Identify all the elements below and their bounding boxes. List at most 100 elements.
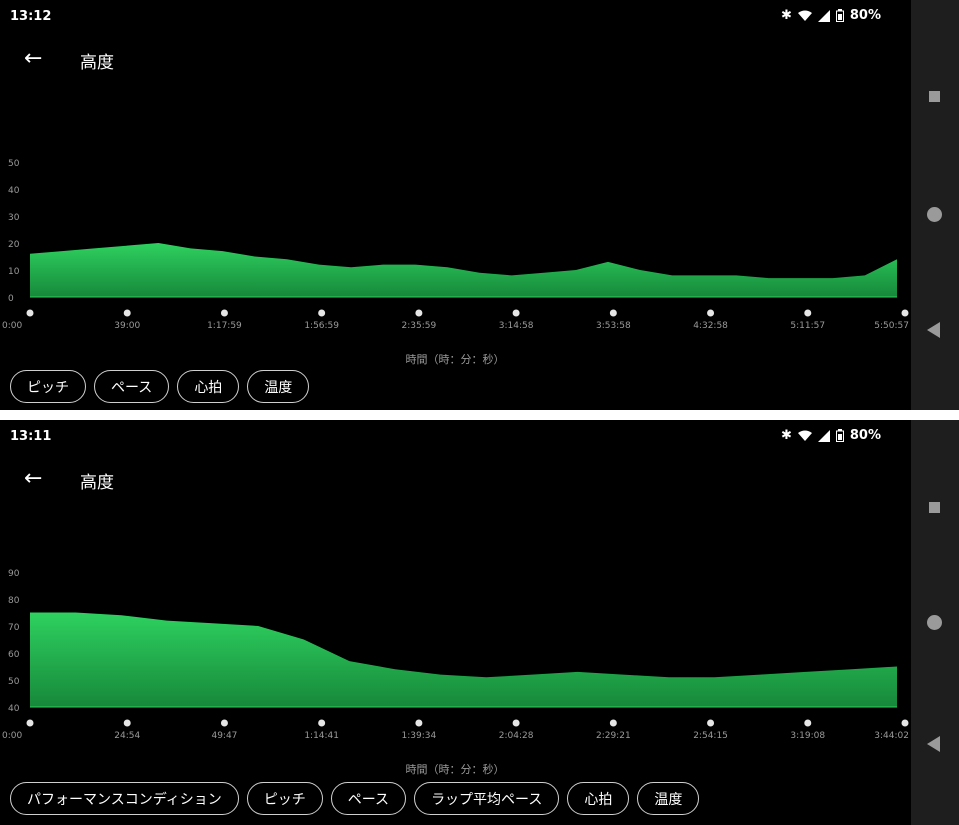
back-button[interactable]	[927, 736, 940, 752]
x-tick-marker[interactable]	[901, 719, 909, 727]
x-tick-label: 0:00	[2, 321, 22, 331]
arrow-left-icon[interactable]: ←	[24, 46, 43, 71]
x-tick-marker[interactable]	[220, 309, 228, 317]
x-tick-label: 5:11:57	[790, 321, 825, 331]
x-tick-marker[interactable]	[123, 719, 131, 727]
y-tick-label: 40	[8, 704, 20, 714]
chip-4[interactable]: 温度	[247, 370, 310, 403]
x-tick-label: 3:19:08	[790, 731, 825, 741]
chart-container: 0 10 20 30 40 50 0:00 39:00 1:17:59 1:56:59 2:35:5…	[0, 130, 911, 380]
x-axis-title: 時間（時：分：秒）	[406, 352, 505, 366]
x-tick-label: 3:44:02	[874, 731, 909, 741]
status-icons: ✱ 80%	[781, 8, 881, 23]
x-tick-label: 3:53:58	[596, 321, 631, 331]
x-tick-label: 2:35:59	[402, 321, 437, 331]
battery-percent: 80%	[849, 8, 881, 23]
signal-icon	[817, 9, 830, 22]
x-tick-marker[interactable]	[804, 719, 812, 727]
back-button[interactable]	[927, 322, 940, 338]
altitude-area-series	[30, 243, 897, 297]
arrow-left-icon[interactable]: ←	[24, 466, 43, 491]
x-tick-label: 2:29:21	[596, 731, 631, 741]
recents-button[interactable]	[929, 502, 940, 513]
app-bar: ← 高度	[0, 40, 911, 84]
y-tick-label: 70	[8, 623, 20, 633]
chip-row: パフォーマンスコンディション ピッチ ペース ラップ平均ペース 心拍 温度	[10, 782, 700, 815]
x-tick-label: 24:54	[114, 731, 140, 741]
x-tick-marker[interactable]	[26, 719, 34, 727]
y-tick-label: 60	[8, 650, 20, 660]
system-nav-bar	[911, 0, 959, 410]
chart-container: 40 50 60 70 80 90 0:00 24:54 49:47 1:14:41 1:39:34…	[0, 540, 911, 790]
wifi-icon	[797, 430, 812, 441]
y-tick-label: 40	[8, 186, 20, 196]
x-tick-marker[interactable]	[123, 309, 131, 317]
home-button[interactable]	[927, 207, 942, 222]
x-tick-marker[interactable]	[512, 719, 520, 727]
x-tick-label: 2:54:15	[693, 731, 728, 741]
screen-bottom: 13:11 ✱ 80% ← 高度 40 50 60 70 80 90 0:00 24:54 49…	[0, 420, 911, 825]
x-tick-label: 1:39:34	[402, 731, 437, 741]
altitude-area-series	[30, 612, 897, 707]
y-tick-label: 90	[8, 569, 20, 579]
chip-3[interactable]: 心拍	[177, 370, 240, 403]
x-tick-marker[interactable]	[318, 309, 326, 317]
x-tick-marker[interactable]	[415, 309, 423, 317]
altitude-chart: 0 10 20 30 40 50 0:00 39:00 1:17:59 1:56:59 2:35:5…	[2, 159, 909, 366]
x-tick-marker[interactable]	[609, 719, 617, 727]
x-tick-marker[interactable]	[804, 309, 812, 317]
wifi-icon	[797, 10, 812, 21]
y-tick-label: 0	[8, 294, 14, 304]
chip-2[interactable]: ペース	[94, 370, 170, 403]
chip-1[interactable]: パフォーマンスコンディション	[10, 782, 239, 815]
recents-button[interactable]	[929, 91, 940, 102]
x-tick-label: 2:04:28	[499, 731, 534, 741]
x-tick-marker[interactable]	[318, 719, 326, 727]
screen-top: 13:12 ✱ 80% ← 高度 0 10 20 30 40 50 0:00 39:00 1:1…	[0, 0, 911, 410]
status-bar: 13:11 ✱ 80%	[0, 420, 911, 450]
x-tick-marker[interactable]	[901, 309, 909, 317]
chip-row: ピッチ ペース 心拍 温度	[10, 370, 310, 403]
x-tick-label: 1:56:59	[304, 321, 339, 331]
battery-icon	[835, 9, 844, 22]
x-tick-label: 4:32:58	[693, 321, 728, 331]
x-tick-label: 39:00	[114, 321, 140, 331]
chip-4[interactable]: ラップ平均ペース	[414, 782, 560, 815]
x-tick-marker[interactable]	[220, 719, 228, 727]
y-tick-label: 20	[8, 240, 20, 250]
app-bar: ← 高度	[0, 460, 911, 504]
x-tick-marker[interactable]	[415, 719, 423, 727]
status-bar: 13:12 ✱ 80%	[0, 0, 911, 30]
altitude-chart: 40 50 60 70 80 90 0:00 24:54 49:47 1:14:41 1:39:34…	[2, 569, 909, 776]
y-tick-label: 50	[8, 677, 20, 687]
x-tick-label: 0:00	[2, 731, 22, 741]
x-axis-title: 時間（時：分：秒）	[406, 762, 505, 776]
chip-3[interactable]: ペース	[330, 782, 407, 815]
chip-2[interactable]: ピッチ	[246, 782, 323, 815]
x-tick-label: 1:17:59	[207, 321, 242, 331]
x-tick-marker[interactable]	[609, 309, 617, 317]
x-tick-marker[interactable]	[512, 309, 520, 317]
home-button[interactable]	[927, 615, 942, 630]
bluetooth-icon: ✱	[780, 8, 792, 23]
chip-6[interactable]: 温度	[637, 782, 700, 815]
page-title: 高度	[80, 473, 114, 493]
battery-percent: 80%	[849, 428, 881, 443]
y-tick-label: 10	[8, 267, 20, 277]
y-tick-label: 50	[8, 159, 20, 169]
status-clock: 13:11	[10, 429, 52, 444]
x-tick-marker[interactable]	[26, 309, 34, 317]
bluetooth-icon: ✱	[780, 428, 792, 443]
chip-1[interactable]: ピッチ	[10, 370, 86, 403]
signal-icon	[817, 429, 830, 442]
status-icons: ✱ 80%	[781, 428, 881, 443]
x-tick-marker[interactable]	[707, 309, 715, 317]
y-tick-label: 30	[8, 213, 20, 223]
battery-icon	[835, 429, 844, 442]
y-tick-label: 80	[8, 596, 20, 606]
x-tick-marker[interactable]	[707, 719, 715, 727]
x-tick-label: 5:50:57	[874, 321, 909, 331]
x-tick-label: 49:47	[211, 731, 237, 741]
chip-5[interactable]: 心拍	[567, 782, 630, 815]
x-tick-label: 3:14:58	[499, 321, 534, 331]
